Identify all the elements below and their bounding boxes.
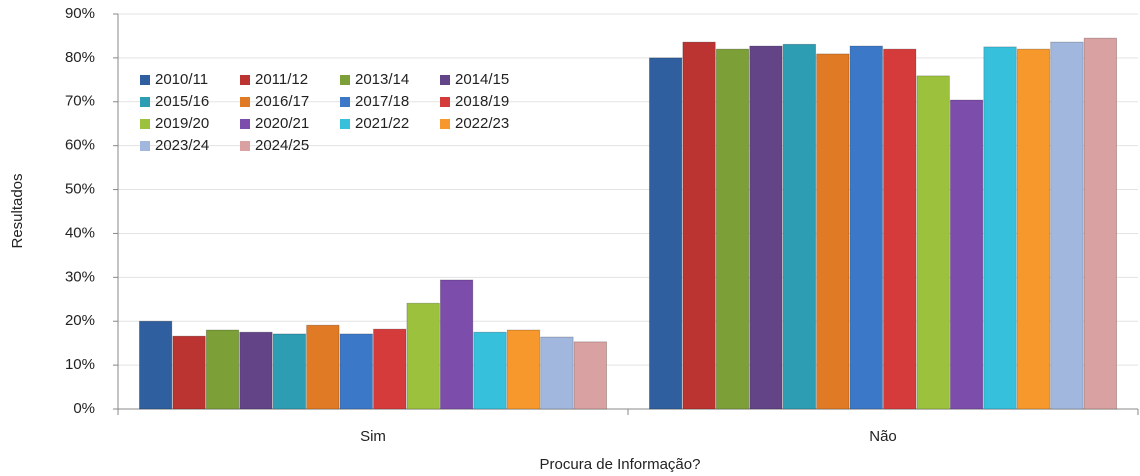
legend-label: 2017/18 [355,93,409,110]
bar [849,45,883,410]
bar [139,320,173,410]
y-tick-label: 30% [65,268,95,285]
y-axis-title: Resultados [9,173,26,248]
bar [782,43,817,410]
bar [749,45,783,410]
legend-label: 2024/25 [255,137,309,154]
bar [172,335,206,410]
bar [1016,48,1051,410]
legend-swatch [240,75,250,85]
bar [1083,37,1117,410]
bar [715,48,750,410]
x-tick-label: Sim [360,428,386,445]
legend-label: 2020/21 [255,115,309,132]
bar [406,302,440,410]
legend-swatch [240,119,250,129]
legend-label: 2011/12 [255,71,308,88]
bar [439,279,474,410]
y-tick-label: 80% [65,49,95,66]
legend-label: 2018/19 [455,93,509,110]
y-tick-label: 0% [73,400,95,417]
bar [949,99,984,410]
legend-label: 2014/15 [455,71,509,88]
legend-label: 2021/22 [355,115,409,132]
legend-swatch [440,75,450,85]
bar [649,57,683,410]
legend-swatch [240,141,250,151]
legend-label: 2013/14 [355,71,409,88]
x-tick-label: Não [869,428,897,445]
bar [373,328,407,410]
legend-swatch [440,119,450,129]
y-tick-label: 10% [65,356,95,373]
bar [473,331,507,410]
y-tick-label: 90% [65,5,95,22]
bar [339,333,373,410]
y-tick-label: 50% [65,181,95,198]
y-tick-label: 20% [65,312,95,329]
bar [816,53,850,410]
legend-swatch [240,97,250,107]
bar [883,48,917,410]
bar [506,329,541,410]
legend-swatch [440,97,450,107]
legend-swatch [140,97,150,107]
bar [306,324,340,410]
bar [205,329,240,410]
legend-label: 2010/11 [155,71,208,88]
x-axis-title: Procura de Informação? [540,456,701,473]
bar [239,331,273,410]
bar [1050,41,1084,410]
y-tick-label: 70% [65,93,95,110]
legend-label: 2019/20 [155,115,209,132]
legend-swatch [140,141,150,151]
legend-swatch [340,119,350,129]
legend-label: 2022/23 [455,115,509,132]
legend-label: 2023/24 [155,137,209,154]
legend-swatch [340,75,350,85]
bar [573,341,607,410]
bar [682,41,716,410]
bar [983,46,1017,410]
legend-label: 2016/17 [255,93,309,110]
legend-swatch [140,119,150,129]
bar [916,75,950,410]
bar [272,333,307,410]
y-tick-label: 40% [65,224,95,241]
y-tick-label: 60% [65,137,95,154]
bar [540,336,574,410]
legend-label: 2015/16 [155,93,209,110]
legend-swatch [140,75,150,85]
legend-swatch [340,97,350,107]
